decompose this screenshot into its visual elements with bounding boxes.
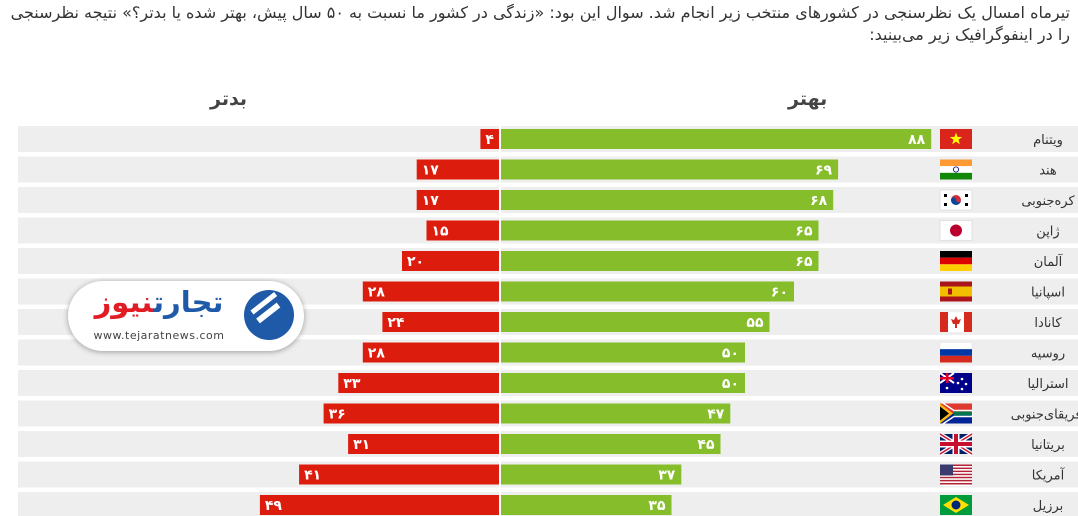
- worse-value-label: ۱۷: [422, 163, 440, 179]
- better-bar: [500, 220, 819, 241]
- worse-bar: [480, 129, 500, 149]
- tejaratnews-logo-icon: [244, 290, 294, 340]
- better-bar: [500, 342, 745, 363]
- uk-flag-icon: [938, 432, 974, 456]
- better-value-label: ۵۰: [722, 346, 739, 362]
- worse-bar: [259, 495, 500, 515]
- worse-bar: [362, 342, 500, 363]
- better-bar: [500, 312, 770, 332]
- country-label: ویتنام: [1033, 133, 1063, 148]
- usa-flag-icon: [940, 464, 972, 487]
- better-bar: [500, 373, 745, 393]
- worse-value-label: ۲۸: [368, 285, 386, 301]
- worse-value-label: ۱۷: [422, 193, 440, 209]
- worse-bar: [323, 403, 500, 424]
- worse-value-label: ۲۰: [407, 254, 424, 270]
- intro-text: تیرماه امسال یک نظرسنجی در کشورهای منتخب…: [10, 3, 1070, 44]
- country-label: آلمان: [1034, 253, 1064, 270]
- country-label: ژاپن: [1036, 225, 1059, 240]
- better-bar: [500, 434, 721, 454]
- worse-column-header: بدتر: [210, 88, 248, 110]
- spain-flag-icon: [940, 281, 972, 302]
- better-value-label: ۶۵: [795, 254, 813, 270]
- better-value-label: ۴۷: [707, 407, 725, 423]
- better-bar: [500, 495, 672, 515]
- better-bar: [500, 251, 819, 271]
- worse-bar: [348, 434, 500, 454]
- better-value-label: ۸۸: [908, 132, 926, 148]
- worse-value-label: ۲۴: [387, 315, 405, 331]
- worse-bar: [299, 464, 500, 485]
- better-value-label: ۴۵: [697, 437, 715, 453]
- worse-value-label: ۱۵: [432, 224, 450, 240]
- worse-value-label: ۳۳: [343, 376, 361, 392]
- country-label: اسپانیا: [1031, 286, 1065, 301]
- country-label: هند: [1039, 164, 1057, 179]
- country-label: آفریقای‌جنوبی: [1011, 406, 1078, 423]
- worse-bar: [362, 281, 500, 302]
- country-label: کره‌جنوبی: [1021, 194, 1075, 209]
- country-label: روسیه: [1031, 347, 1065, 362]
- worse-bar: [416, 190, 500, 210]
- better-bar: [500, 129, 932, 149]
- australia-flag-icon: [939, 372, 972, 393]
- better-value-label: ۵۰: [722, 376, 739, 392]
- better-bar: [500, 464, 682, 485]
- better-value-label: ۳۷: [658, 468, 676, 484]
- worse-bar: [416, 159, 500, 180]
- better-value-label: ۶۰: [771, 285, 788, 301]
- country-label: کانادا: [1034, 316, 1062, 331]
- worse-bar: [338, 373, 500, 393]
- worse-value-label: ۴۱: [304, 468, 321, 484]
- better-value-label: ۵۵: [746, 315, 764, 331]
- better-value-label: ۶۹: [815, 163, 833, 179]
- better-bar: [500, 159, 839, 180]
- russia-flag-icon: [939, 342, 973, 363]
- country-label: برزیل: [1033, 499, 1064, 514]
- better-column-header: بهتر: [788, 88, 828, 110]
- better-value-label: ۶۸: [810, 193, 828, 209]
- logo-url: www.tejaratnews.com: [93, 329, 225, 342]
- germany-flag-icon: [940, 251, 972, 271]
- worse-value-label: ۴۹: [265, 498, 283, 514]
- tejaratnews-logo[interactable]: تجارتنیوز www.tejaratnews.com: [68, 281, 304, 351]
- south-korea-flag-icon: [939, 189, 973, 211]
- better-bar: [500, 281, 794, 302]
- logo-brand-text: تجارتنیوز: [94, 285, 224, 319]
- worse-value-label: ۴: [485, 132, 494, 148]
- worse-value-label: ۳۱: [353, 437, 370, 453]
- vietnam-flag-icon: [940, 129, 972, 149]
- better-value-label: ۳۵: [648, 498, 666, 514]
- worse-bar: [426, 220, 500, 241]
- better-bar: [500, 403, 731, 424]
- south-africa-flag-icon: [940, 401, 973, 426]
- country-label: بریتانیا: [1031, 438, 1065, 453]
- country-label: استرالیا: [1027, 377, 1068, 392]
- brazil-flag-icon: [940, 495, 972, 515]
- worse-bar: [382, 312, 500, 332]
- japan-flag-icon: [939, 220, 973, 241]
- canada-flag-icon: [940, 312, 972, 332]
- worse-value-label: ۳۶: [329, 407, 346, 423]
- country-label: آمریکا: [1032, 467, 1066, 484]
- worse-bar: [402, 251, 500, 271]
- worse-value-label: ۲۸: [368, 346, 386, 362]
- india-flag-icon: [940, 159, 972, 180]
- better-bar: [500, 190, 834, 210]
- better-value-label: ۶۵: [795, 224, 813, 240]
